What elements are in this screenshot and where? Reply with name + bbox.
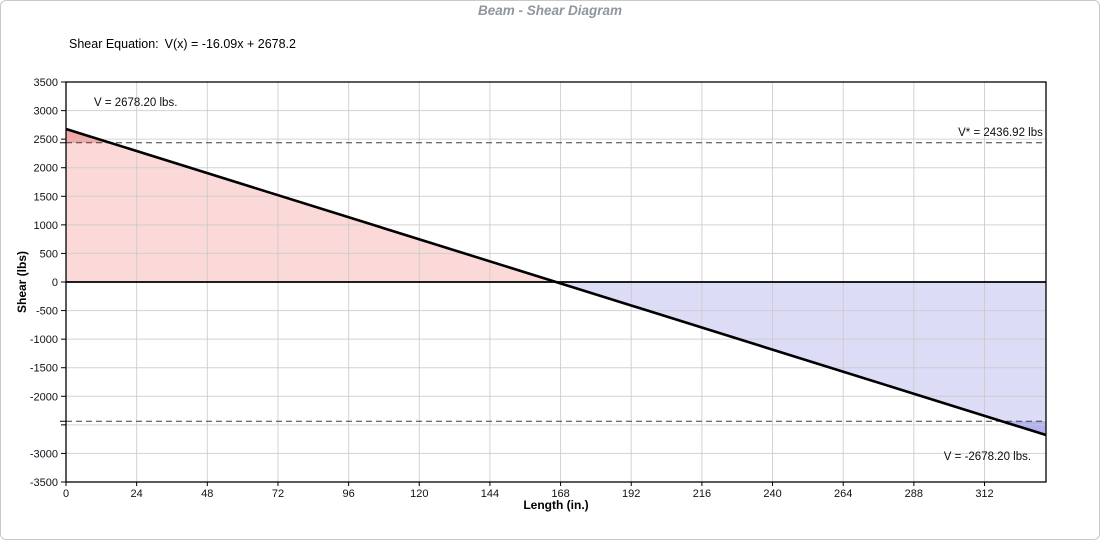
annotation-v-end: V = -2678.20 lbs. [943,450,1032,463]
y-tick-label: -3000 [30,448,58,460]
x-tick-label: 120 [410,488,428,500]
x-tick-label: 48 [201,488,213,500]
y-tick-label: -500 [36,306,58,318]
y-tick-label: 2500 [34,134,58,146]
x-tick-label: 144 [481,488,499,500]
y-tick-label: 1000 [34,220,58,232]
y-tick-label: -2000 [30,391,58,403]
page-title: Beam - Shear Diagram [477,3,623,18]
x-axis-label: Length (in.) [523,498,589,512]
x-tick-label: 264 [834,488,852,500]
annotation-v-start: V = 2678.20 lbs. [93,96,178,109]
shear-equation-formula: V(x) = -16.09x + 2678.2 [164,37,296,51]
annotation-v-star: V* = 2436.92 lbs [958,126,1043,139]
y-tick-label: 0 [52,277,58,289]
y-tick-label: -3500 [30,477,58,489]
x-tick-label: 72 [272,488,284,500]
y-tick-label: -1500 [30,363,58,375]
shear-line [65,127,1047,437]
x-tick-label: 96 [342,488,354,500]
x-tick-label: 216 [693,488,711,500]
shear-equation-label: Shear Equation: [69,37,159,51]
shear-equation: Shear Equation: V(x) = -16.09x + 2678.2 [69,37,296,51]
y-tick-label: 1500 [34,191,58,203]
x-tick-label: 24 [131,488,143,500]
x-tick-label: 312 [975,488,993,500]
x-tick-label: 0 [63,488,69,500]
y-tick-label: -1000 [30,334,58,346]
x-tick-label: 192 [622,488,640,500]
x-tick-label: 168 [551,488,569,500]
y-tick-label: 500 [40,248,58,260]
y-tick-label: 3500 [34,77,58,89]
y-axis-label: Shear (lbs) [15,251,29,314]
x-tick-label: 288 [905,488,923,500]
y-tick-label: 2000 [34,163,58,175]
x-tick-label: 240 [763,488,781,500]
y-tick-label: 3000 [34,106,58,118]
